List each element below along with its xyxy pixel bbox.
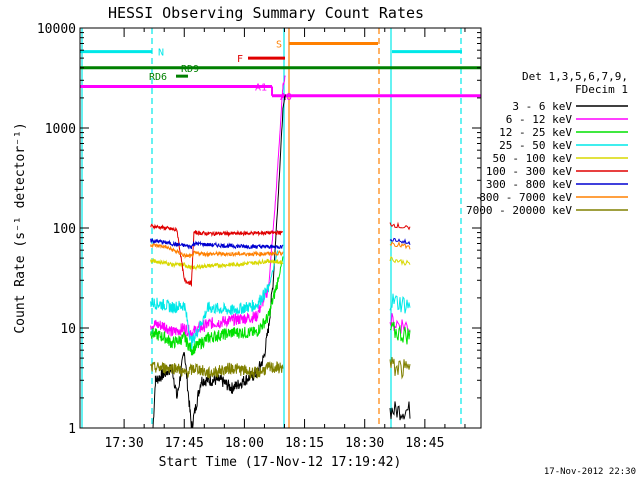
series-line-second-7 [389, 241, 411, 250]
x-tick-label: 18:15 [285, 436, 324, 451]
series-line-second-3 [389, 293, 411, 314]
x-tick-label: 18:30 [345, 436, 384, 451]
legend-label: 50 - 100 keV [493, 152, 573, 165]
series-line-2 [150, 256, 284, 356]
y-tick-label: 10000 [37, 22, 76, 37]
y-axis-label: Count Rate (s⁻¹ detector⁻¹) [13, 122, 28, 333]
series-line-7 [150, 243, 284, 260]
legend-label: 800 - 7000 keV [479, 191, 572, 204]
y-tick-label: 1000 [45, 122, 76, 137]
series-line-3 [150, 250, 279, 349]
legend-label: 12 - 25 keV [499, 126, 572, 139]
legend-label: 100 - 300 keV [486, 165, 572, 178]
series-line-4 [150, 257, 284, 271]
series-line-second-0 [389, 401, 411, 421]
legend-label: 7000 - 20000 keV [466, 204, 572, 217]
series-line-8 [150, 360, 284, 380]
axes: 1 10 100 1000 10000 17:30 17:45 18:00 18:15 18:30… [37, 22, 481, 451]
series-line-second-5 [389, 221, 411, 231]
x-tick-label: 18:00 [225, 436, 264, 451]
series-line-second-2 [390, 321, 411, 345]
flag-label-rd9: RD9 [181, 64, 199, 75]
legend-label: 6 - 12 keV [506, 113, 573, 126]
series-line-second-4 [389, 256, 411, 266]
flag-label-a0: A0 [280, 92, 292, 103]
legend-label: 300 - 800 keV [486, 178, 572, 191]
plot-area: N F S RD9 RD6 A1 A0 [80, 28, 481, 428]
series-line-6 [150, 237, 284, 251]
y-tick-label: 100 [53, 222, 76, 237]
flag-label-f: F [237, 54, 243, 65]
series-line-second-6 [389, 237, 411, 245]
flag-label-a1: A1 [255, 83, 267, 94]
y-tick-label: 10 [60, 322, 76, 337]
chart-title: HESSI Observing Summary Count Rates [108, 4, 424, 22]
series-line-second-8 [389, 357, 411, 380]
x-tick-label: 17:30 [105, 436, 144, 451]
x-axis-label: Start Time (17-Nov-12 17:19:42) [159, 455, 402, 470]
x-tick-label: 18:45 [405, 436, 444, 451]
legend-title-1: Det 1,3,5,6,7,9, [522, 70, 628, 83]
y-tick-label: 1 [68, 422, 76, 437]
x-tick-label: 17:45 [165, 436, 204, 451]
legend-title-2: FDecim 1 [575, 83, 628, 96]
series-line-1 [150, 75, 286, 338]
legend-label: 3 - 6 keV [512, 100, 572, 113]
flag-label-n: N [158, 48, 164, 59]
series-line-0 [152, 94, 286, 428]
flag-label-rd6: RD6 [149, 72, 167, 83]
legend-label: 25 - 50 keV [499, 139, 572, 152]
footer-date: 17-Nov-2012 22:30 [544, 467, 636, 477]
flag-label-s: S [276, 39, 282, 50]
series-line-5 [150, 223, 284, 288]
